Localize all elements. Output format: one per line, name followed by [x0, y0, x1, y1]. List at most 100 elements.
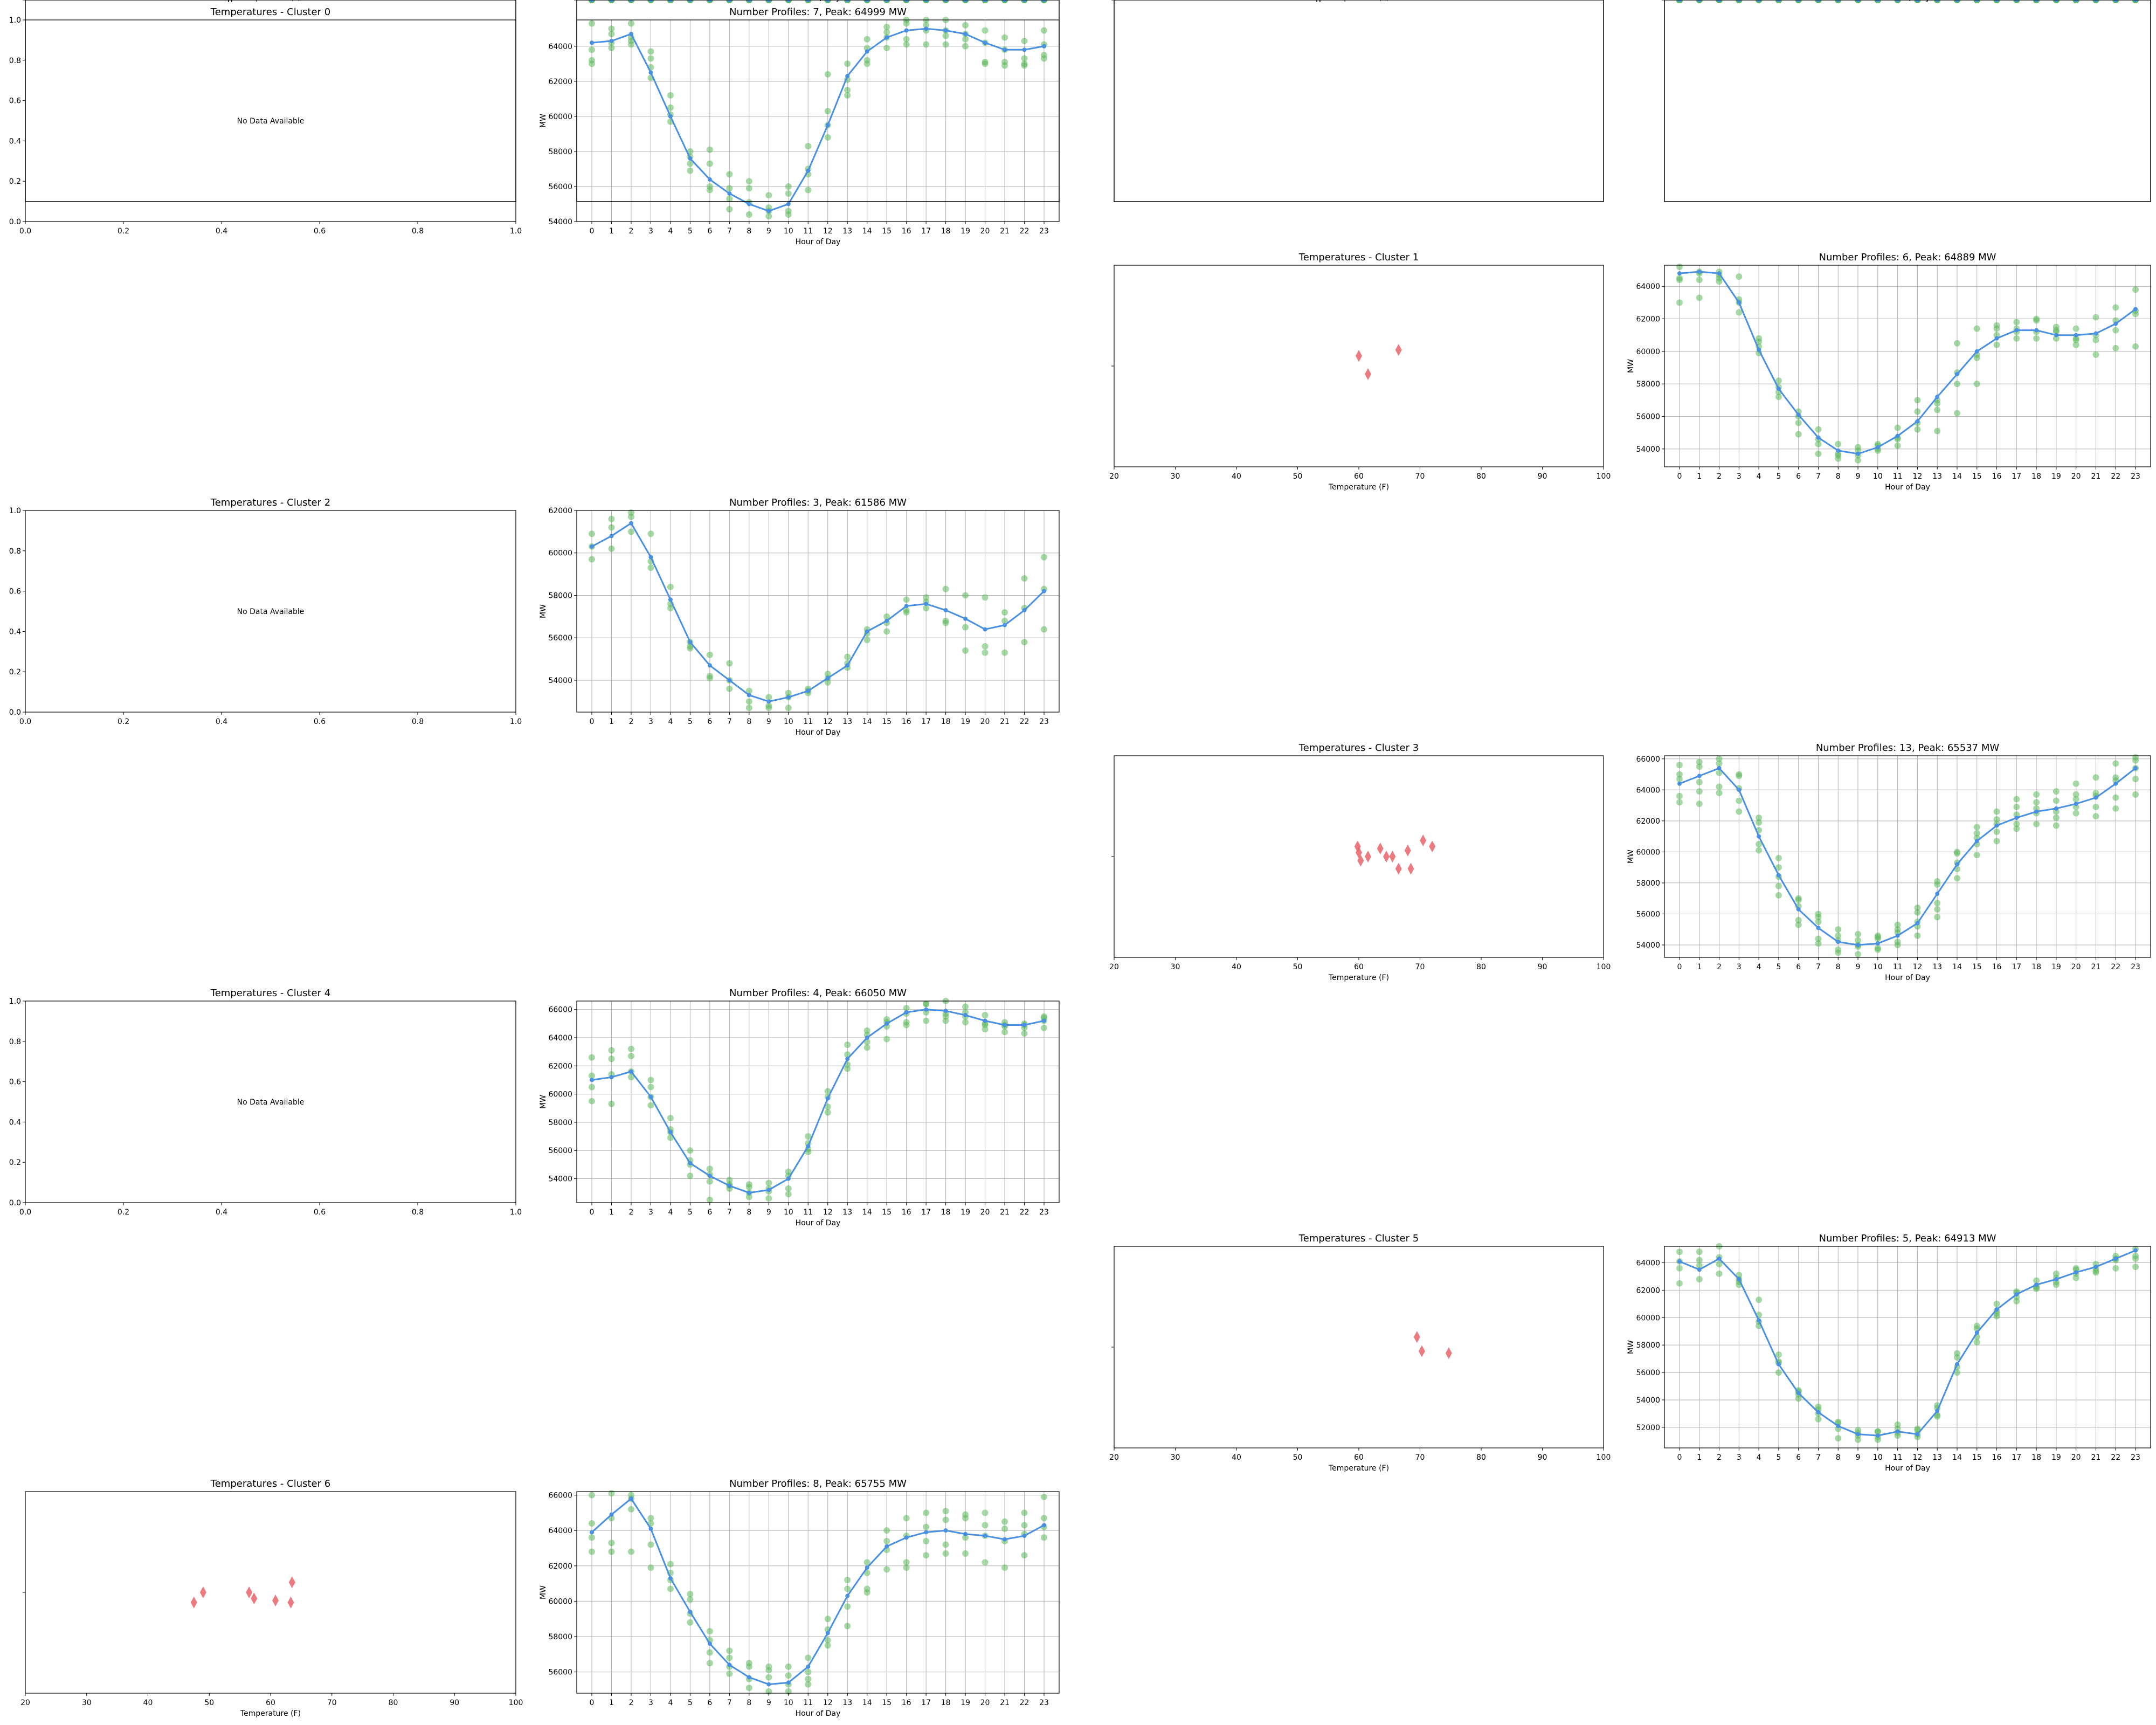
sample-point: [589, 1084, 595, 1091]
subplot-15: Number Profiles: 9, Peak: 63816 MW012345…: [1626, 0, 2151, 202]
x-tick-label: 14: [1952, 1453, 1962, 1462]
sample-point: [647, 530, 654, 537]
x-tick-label: 70: [327, 1699, 337, 1707]
subplot-title: Temperatures - Cluster 10: [207, 0, 334, 3]
sample-point: [706, 160, 713, 167]
sample-point: [687, 1596, 694, 1603]
x-tick-label: 4: [1757, 472, 1761, 481]
x-tick-label: 10: [784, 0, 793, 2]
y-tick-label: 0.8: [9, 0, 21, 2]
mean-profile-marker: [924, 0, 929, 2]
profile-samples: [589, 1490, 1047, 1695]
subplot-title: Temperatures - Cluster 6: [210, 1478, 330, 1489]
x-tick-label: 80: [389, 0, 398, 2]
sample-point: [647, 1102, 654, 1109]
sample-point: [627, 20, 634, 27]
x-tick-label: 18: [2031, 1453, 2041, 1462]
mean-profile-marker: [1836, 1424, 1841, 1429]
x-tick-label: 23: [2131, 472, 2140, 481]
subplot-7: Number Profiles: 13, Peak: 65537 MW0 1 2 3 4…: [1627, 742, 2151, 982]
mean-profile-marker: [884, 618, 889, 623]
mean-profile-marker: [1935, 0, 1940, 2]
x-tick-label: 9: [766, 717, 771, 726]
x-tick-label: 13: [842, 1699, 852, 1707]
y-tick-label: 0.2: [9, 0, 21, 2]
x-tick-label: 9: [766, 227, 771, 236]
sample-point: [2072, 791, 2079, 798]
sample-point: [589, 1548, 595, 1555]
x-tick-label: 1.0: [510, 227, 522, 236]
sample-point: [608, 515, 615, 522]
sample-point: [1696, 778, 1703, 785]
x-tick-label: 8: [1836, 963, 1841, 971]
y-tick-label: 0.6: [1098, 0, 1110, 2]
mean-profile-marker: [766, 209, 771, 213]
axes-frame: [576, 1000, 1060, 1203]
x-axis-label: Hour of Day: [796, 0, 841, 2]
sample-point: [1953, 850, 1960, 857]
sample-point: [627, 1506, 634, 1513]
subplot-title: Number Profiles: 5, Peak: 64913 MW: [1819, 1233, 1996, 1244]
sample-point: [1676, 1280, 1683, 1287]
x-tick-label: 6: [1796, 0, 1801, 2]
mean-profile-marker: [845, 663, 850, 668]
mean-profile-marker: [609, 39, 614, 44]
sample-point: [726, 1654, 733, 1661]
y-tick-label: 1.0: [9, 0, 21, 2]
y-tick-label: 64000: [548, 1527, 572, 1535]
subplot-title: Number Profiles: 3, Peak: 64384 MW: [729, 0, 907, 3]
x-tick-label: 6: [707, 1699, 712, 1707]
x-tick-label: 3: [1737, 963, 1742, 971]
x-tick-label: 0: [590, 0, 595, 2]
y-tick-label: 0.4: [9, 627, 21, 636]
sample-point: [844, 1603, 851, 1610]
temperature-marker: [251, 1592, 258, 1605]
sample-point: [1855, 457, 1862, 464]
sample-point: [903, 1515, 910, 1522]
x-tick-label: 8: [747, 0, 751, 2]
profile-samples: [1676, 754, 2139, 958]
y-tick-label: 60000: [548, 113, 572, 121]
y-tick-label: 54000: [548, 0, 572, 2]
sample-point: [785, 190, 792, 197]
mean-profile-marker: [2113, 0, 2118, 2]
mean-profile-marker: [688, 156, 693, 161]
sample-point: [2112, 805, 2119, 812]
sample-point: [2033, 335, 2040, 342]
x-tick-label: 8: [1836, 472, 1841, 481]
y-tick-label: 56000: [1636, 413, 1660, 422]
y-tick-label: 54000: [1636, 1396, 1660, 1405]
x-tick-label: 21: [2091, 472, 2101, 481]
x-tick-label: 0: [1677, 0, 1682, 2]
sample-point: [2053, 335, 2060, 342]
x-tick-label: 16: [1992, 1453, 2002, 1462]
mean-profile-marker: [1836, 448, 1841, 453]
x-tick-label: 6: [707, 717, 712, 726]
mean-profile-marker: [648, 555, 653, 560]
x-tick-label: 7: [727, 0, 732, 2]
sample-point: [1736, 273, 1743, 280]
mean-profile-marker: [1954, 372, 1959, 377]
sample-point: [1696, 763, 1703, 770]
sample-point: [805, 143, 812, 150]
x-tick-label: 8: [747, 227, 751, 236]
sample-point: [726, 685, 733, 692]
mean-profile-marker: [806, 1144, 811, 1149]
y-tick-label: 62000: [1636, 0, 1660, 2]
mean-profile-marker: [1915, 921, 1920, 926]
x-tick-label: 0.4: [216, 717, 227, 726]
temperature-marker: [288, 1576, 295, 1589]
x-tick-label: 5: [688, 1699, 693, 1707]
mean-profile-marker: [1816, 1410, 1821, 1414]
sample-point: [1815, 1416, 1822, 1423]
x-tick-label: 0.8: [412, 227, 424, 236]
x-tick-label: 11: [1893, 1453, 1903, 1462]
sample-point: [805, 1675, 812, 1682]
x-tick-label: 1: [609, 717, 614, 726]
y-tick-label: 0.0: [9, 1199, 21, 1208]
y-tick-label: 1.0: [1098, 0, 1110, 2]
x-tick-label: 60: [1354, 1453, 1364, 1462]
mean-profile-marker: [904, 28, 909, 33]
sample-point: [785, 1672, 792, 1679]
sample-point: [883, 1566, 890, 1573]
